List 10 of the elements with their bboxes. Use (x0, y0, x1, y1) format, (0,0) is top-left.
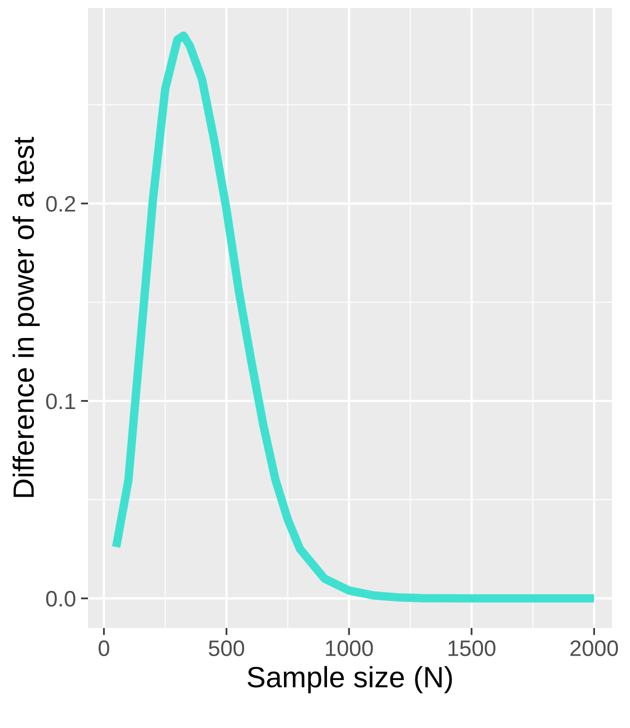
x-axis-title: Sample size (N) (248, 666, 452, 694)
x-tick-label: 1000 (326, 640, 373, 656)
x-tick-label: 0 (98, 640, 110, 656)
x-tick-label: 2000 (570, 640, 618, 656)
x-tick-label: 500 (208, 640, 244, 656)
y-tick-label: 0.2 (46, 196, 76, 212)
x-tick-label: 1500 (448, 640, 496, 656)
y-tick-label: 0.0 (46, 590, 76, 607)
y-tick-label: 0.1 (46, 393, 76, 410)
y-axis-title: Difference in power of a test (12, 136, 40, 497)
